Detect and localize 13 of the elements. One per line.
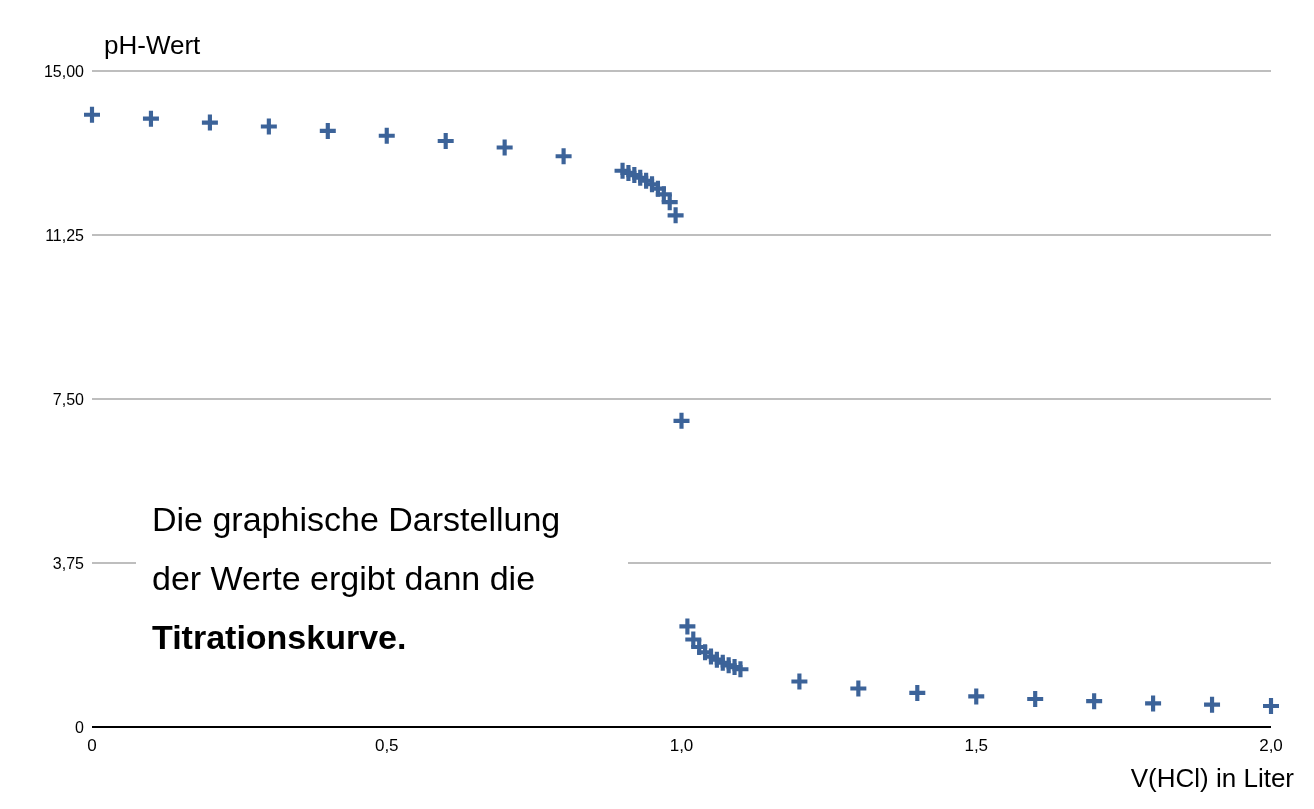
x-tick-label: 2,0 xyxy=(1259,736,1283,756)
y-tick-label: 11,25 xyxy=(45,226,85,244)
y-tick-label: 0 xyxy=(75,718,85,736)
x-axis-title: V(HCl) in Liter xyxy=(1130,763,1294,794)
y-tick-label: 7,50 xyxy=(52,390,85,408)
x-tick-label: 1,0 xyxy=(669,736,694,756)
y-tick-label: 3,75 xyxy=(52,554,85,572)
y-axis-title: pH-Wert xyxy=(104,30,201,61)
x-tick-label: 1,5 xyxy=(964,736,989,756)
y-tick-label: 15,00 xyxy=(43,62,85,80)
annotation: Titrationskurve. xyxy=(152,618,407,656)
x-tick-label: 0,5 xyxy=(374,736,399,756)
annotation: Die graphische Darstellung der Werte ergibt dann die xyxy=(152,500,561,597)
